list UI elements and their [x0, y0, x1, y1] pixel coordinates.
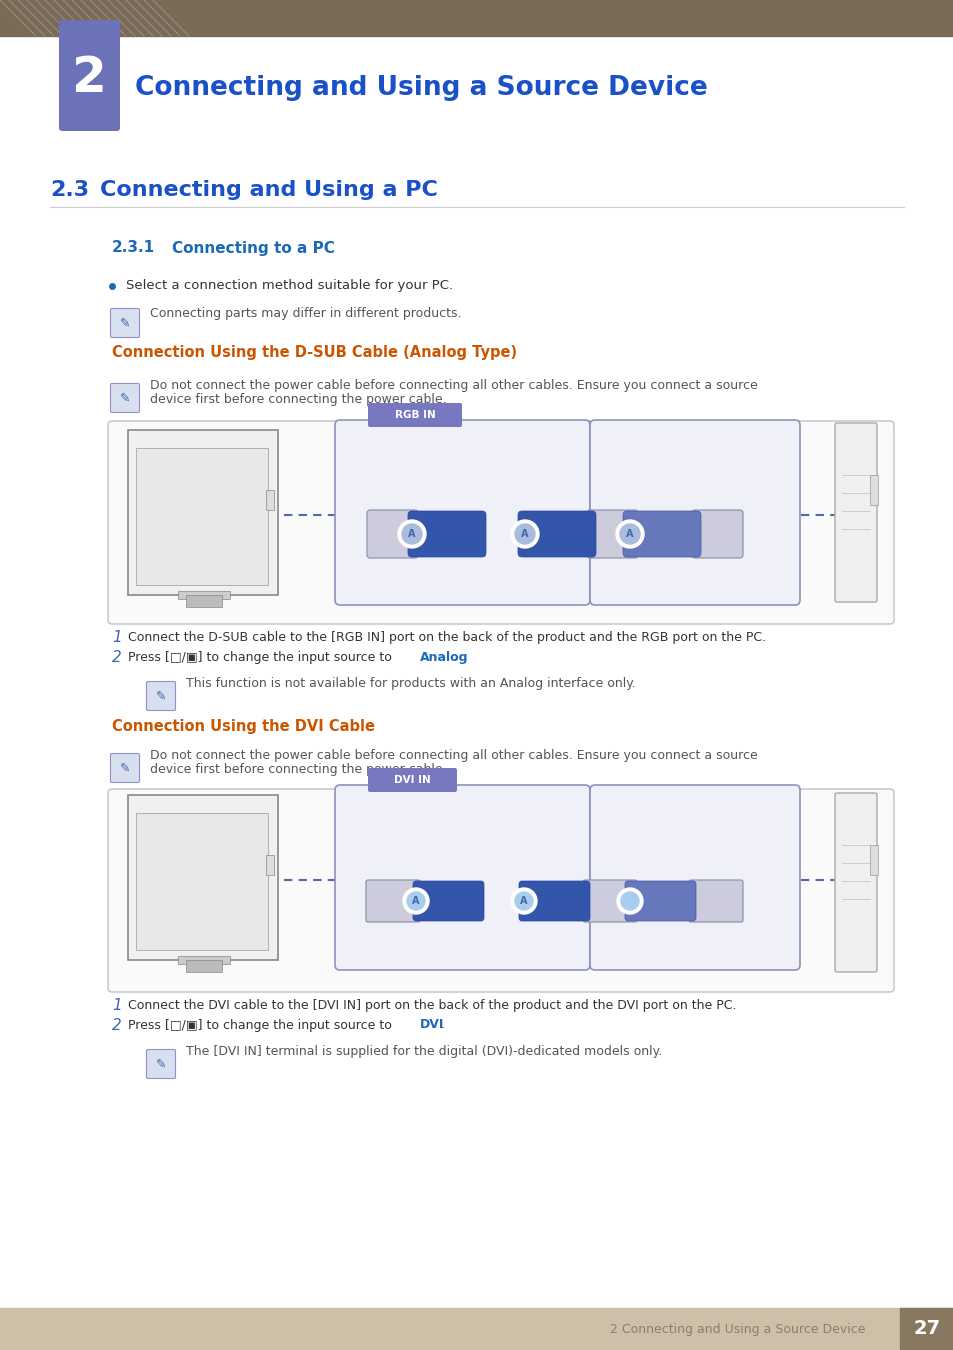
Circle shape	[402, 888, 429, 914]
FancyBboxPatch shape	[582, 880, 637, 922]
Bar	[869, 475, 877, 505]
FancyBboxPatch shape	[622, 512, 700, 558]
FancyBboxPatch shape	[111, 309, 139, 338]
Circle shape	[616, 520, 643, 548]
Bar	[0, 1308, 953, 1350]
Text: Connecting and Using a PC: Connecting and Using a PC	[100, 180, 437, 200]
Bar	[136, 448, 268, 585]
Text: DVI: DVI	[419, 1018, 444, 1031]
Bar	[266, 490, 274, 510]
Text: Connecting to a PC: Connecting to a PC	[172, 240, 335, 255]
FancyBboxPatch shape	[688, 880, 742, 922]
Circle shape	[407, 892, 424, 910]
Text: .: .	[454, 651, 457, 663]
FancyBboxPatch shape	[368, 768, 456, 792]
FancyBboxPatch shape	[368, 404, 461, 427]
Text: 1: 1	[112, 630, 122, 645]
FancyBboxPatch shape	[517, 512, 596, 558]
FancyBboxPatch shape	[408, 512, 485, 558]
Circle shape	[619, 524, 639, 544]
FancyBboxPatch shape	[589, 420, 800, 605]
Text: 2.3.1: 2.3.1	[112, 240, 155, 255]
Text: 2: 2	[112, 1018, 122, 1033]
FancyBboxPatch shape	[128, 431, 277, 595]
FancyBboxPatch shape	[111, 383, 139, 413]
Text: 2: 2	[112, 649, 122, 664]
FancyBboxPatch shape	[335, 784, 589, 971]
Bar	[869, 845, 877, 875]
Text: ✎: ✎	[155, 1057, 166, 1071]
Text: .: .	[440, 1018, 444, 1031]
Text: RGB IN: RGB IN	[395, 410, 435, 420]
Text: Do not connect the power cable before connecting all other cables. Ensure you co: Do not connect the power cable before co…	[150, 378, 757, 392]
FancyBboxPatch shape	[108, 788, 893, 992]
FancyBboxPatch shape	[147, 1049, 175, 1079]
Text: Connect the DVI cable to the [DVI IN] port on the back of the product and the DV: Connect the DVI cable to the [DVI IN] po…	[128, 999, 736, 1012]
Bar	[136, 813, 268, 950]
Text: A: A	[412, 896, 419, 906]
FancyBboxPatch shape	[518, 882, 589, 921]
Text: Connect the D-SUB cable to the [RGB IN] port on the back of the product and the : Connect the D-SUB cable to the [RGB IN] …	[128, 632, 765, 644]
FancyBboxPatch shape	[586, 510, 638, 558]
Text: A: A	[408, 529, 416, 539]
FancyBboxPatch shape	[589, 784, 800, 971]
Circle shape	[620, 892, 639, 910]
Text: ✎: ✎	[120, 761, 131, 775]
Text: 2: 2	[71, 54, 107, 103]
Text: device first before connecting the power cable.: device first before connecting the power…	[150, 764, 446, 776]
Circle shape	[511, 520, 538, 548]
Text: Press [□/▣] to change the input source to: Press [□/▣] to change the input source t…	[128, 651, 395, 663]
Text: Connection Using the DVI Cable: Connection Using the DVI Cable	[112, 718, 375, 733]
Circle shape	[397, 520, 426, 548]
Text: ✎: ✎	[120, 316, 131, 329]
Text: A: A	[625, 529, 633, 539]
Bar	[178, 956, 230, 964]
Text: Connecting parts may differ in different products.: Connecting parts may differ in different…	[150, 306, 461, 320]
Circle shape	[401, 524, 421, 544]
FancyBboxPatch shape	[624, 882, 696, 921]
Bar	[0, 0, 953, 36]
FancyBboxPatch shape	[128, 795, 277, 960]
FancyBboxPatch shape	[366, 880, 419, 922]
Text: A: A	[519, 896, 527, 906]
Text: A: A	[520, 529, 528, 539]
Circle shape	[515, 892, 533, 910]
Text: This function is not available for products with an Analog interface only.: This function is not available for produ…	[186, 676, 636, 690]
Bar	[899, 1308, 953, 1350]
Text: 2.3: 2.3	[50, 180, 89, 200]
Text: Analog: Analog	[419, 651, 468, 663]
Text: 1: 1	[112, 999, 122, 1014]
Text: The [DVI IN] terminal is supplied for the digital (DVI)-dedicated models only.: The [DVI IN] terminal is supplied for th…	[186, 1045, 661, 1057]
Text: 2 Connecting and Using a Source Device: 2 Connecting and Using a Source Device	[609, 1323, 864, 1335]
FancyBboxPatch shape	[413, 882, 483, 921]
FancyBboxPatch shape	[111, 753, 139, 783]
Circle shape	[617, 888, 642, 914]
Circle shape	[515, 524, 535, 544]
Text: ✎: ✎	[155, 690, 166, 702]
FancyBboxPatch shape	[59, 20, 120, 131]
FancyBboxPatch shape	[834, 792, 876, 972]
Text: Connecting and Using a Source Device: Connecting and Using a Source Device	[135, 76, 707, 101]
Text: Press [□/▣] to change the input source to: Press [□/▣] to change the input source t…	[128, 1018, 395, 1031]
Text: Connection Using the D-SUB Cable (Analog Type): Connection Using the D-SUB Cable (Analog…	[112, 346, 517, 360]
Bar	[178, 591, 230, 599]
Text: 27: 27	[912, 1319, 940, 1338]
Bar	[186, 960, 222, 972]
FancyBboxPatch shape	[108, 421, 893, 624]
FancyBboxPatch shape	[335, 420, 589, 605]
Text: device first before connecting the power cable.: device first before connecting the power…	[150, 393, 446, 406]
Circle shape	[511, 888, 537, 914]
Bar	[186, 595, 222, 608]
Text: Select a connection method suitable for your PC.: Select a connection method suitable for …	[126, 279, 453, 293]
Bar	[266, 855, 274, 875]
FancyBboxPatch shape	[367, 510, 417, 558]
FancyBboxPatch shape	[147, 682, 175, 710]
Text: ✎: ✎	[120, 392, 131, 405]
FancyBboxPatch shape	[834, 423, 876, 602]
Text: DVI IN: DVI IN	[394, 775, 431, 784]
FancyBboxPatch shape	[691, 510, 742, 558]
Text: Do not connect the power cable before connecting all other cables. Ensure you co: Do not connect the power cable before co…	[150, 748, 757, 761]
